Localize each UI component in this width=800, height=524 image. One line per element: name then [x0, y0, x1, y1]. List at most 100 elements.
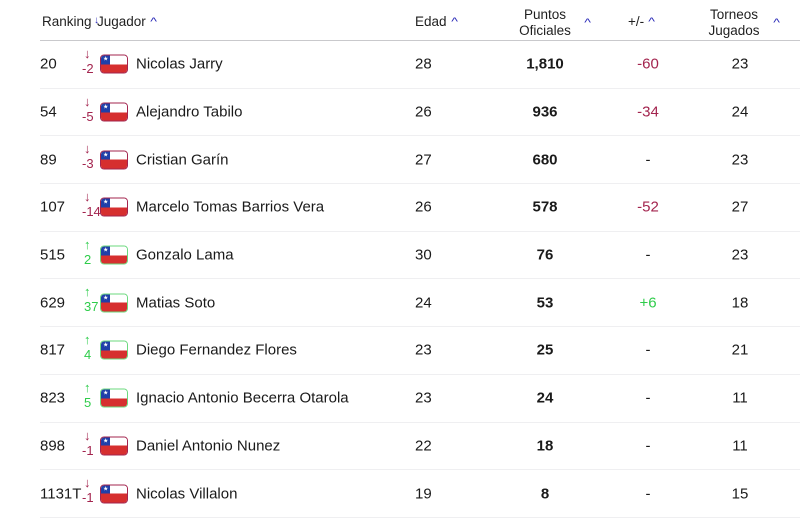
rank-change: ↓ -1 — [82, 476, 102, 511]
table-row[interactable]: 89 ↓ -3 ★ Cristian Garín 27 680 - 23 — [40, 136, 800, 185]
diff-cell: - — [645, 341, 651, 359]
player-name-link[interactable]: Matias Soto — [136, 294, 216, 312]
chile-flag-icon: ★ — [100, 388, 128, 408]
player-name-link[interactable]: Gonzalo Lama — [136, 246, 234, 264]
points-cell: 76 — [536, 246, 554, 264]
rank-change: ↑ 4 — [82, 333, 102, 368]
rank-change-value: -14 — [82, 204, 101, 220]
chile-flag-icon: ★ — [100, 484, 128, 504]
player-name-link[interactable]: Marcelo Tomas Barrios Vera — [136, 198, 325, 216]
tournaments-cell: 23 — [731, 55, 749, 73]
chile-flag-icon: ★ — [100, 197, 128, 217]
rank-change: ↓ -2 — [82, 46, 102, 82]
rank-cell: 629 — [40, 294, 66, 312]
sort-ranking-icon[interactable]: ↓ — [94, 15, 99, 26]
rank-change-arrow-icon: ↑ — [84, 379, 91, 395]
header-ranking[interactable]: Ranking — [42, 14, 92, 30]
table-body: 20 ↓ -2 ★ Nicolas Jarry 28 1,810 -60 23 … — [40, 41, 800, 518]
header-diff[interactable]: +/- ^ — [628, 14, 656, 30]
table-row[interactable]: 898 ↓ -1 ★ Daniel Antonio Nunez 22 18 - … — [40, 423, 800, 471]
chile-flag-icon: ★ — [100, 436, 128, 456]
rank-cell: 20 — [40, 55, 57, 73]
points-cell: 53 — [536, 294, 554, 312]
diff-cell: - — [645, 246, 651, 264]
rankings-table: Ranking ↓ Jugador ^ Edad ^ Puntos Oficia… — [40, 0, 800, 518]
diff-cell: - — [645, 389, 651, 407]
table-row[interactable]: 515 ↑ 2 ★ Gonzalo Lama 30 76 - 23 — [40, 232, 800, 280]
rank-change-value: -3 — [82, 156, 94, 172]
diff-cell: - — [645, 485, 651, 503]
age-cell: 26 — [415, 198, 432, 216]
age-cell: 19 — [415, 485, 432, 503]
rank-change-arrow-icon: ↓ — [84, 427, 91, 443]
header-ranking-label: Ranking — [42, 14, 92, 29]
chile-flag-icon: ★ — [100, 54, 128, 74]
table-row[interactable]: 107 ↓ -14 ★ Marcelo Tomas Barrios Vera 2… — [40, 184, 800, 232]
points-cell: 8 — [540, 485, 550, 503]
diff-cell: - — [645, 151, 651, 169]
age-cell: 28 — [415, 55, 432, 73]
player-name-link[interactable]: Daniel Antonio Nunez — [136, 437, 281, 455]
rank-change-value: 4 — [84, 347, 92, 363]
chile-flag-icon: ★ — [100, 245, 128, 265]
points-cell: 18 — [536, 437, 554, 455]
rank-change: ↓ -14 — [82, 190, 102, 225]
rank-change: ↑ 5 — [82, 379, 102, 416]
table-row[interactable]: 817 ↑ 4 ★ Diego Fernandez Flores 23 25 -… — [40, 327, 800, 375]
rank-cell: 515 — [40, 246, 66, 264]
points-cell: 936 — [532, 103, 558, 121]
chile-flag-icon: ★ — [100, 340, 128, 360]
tournaments-cell: 23 — [731, 151, 749, 169]
age-cell: 22 — [415, 437, 432, 455]
sort-diff-icon[interactable]: ^ — [648, 16, 656, 28]
tournaments-cell: 21 — [731, 341, 749, 359]
player-name-link[interactable]: Diego Fernandez Flores — [136, 341, 297, 359]
player-name-link[interactable]: Nicolas Villalon — [136, 485, 238, 503]
rank-cell: 1131T — [40, 485, 82, 503]
rank-change-value: -2 — [82, 61, 94, 76]
player-name-link[interactable]: Cristian Garín — [136, 151, 229, 169]
player-name-link[interactable]: Nicolas Jarry — [136, 55, 223, 73]
rank-change-arrow-icon: ↑ — [84, 236, 91, 252]
points-cell: 680 — [532, 151, 558, 169]
tournaments-cell: 24 — [731, 103, 749, 121]
age-cell: 24 — [415, 294, 432, 312]
diff-cell: -34 — [637, 103, 659, 121]
age-cell: 27 — [415, 151, 432, 169]
age-cell: 23 — [415, 341, 432, 359]
header-tournaments[interactable]: Torneos Jugados ^ — [704, 7, 779, 39]
header-points[interactable]: Puntos Oficiales ^ — [517, 7, 591, 39]
table-header: Ranking ↓ Jugador ^ Edad ^ Puntos Oficia… — [40, 0, 800, 41]
points-cell: 1,810 — [526, 55, 564, 73]
age-cell: 26 — [415, 103, 432, 121]
diff-cell: - — [645, 437, 651, 455]
sort-points-icon[interactable]: ^ — [584, 17, 591, 29]
rank-change-arrow-icon: ↓ — [84, 46, 91, 61]
table-row[interactable]: 823 ↑ 5 ★ Ignacio Antonio Becerra Otarol… — [40, 375, 800, 423]
rank-change-value: -1 — [82, 490, 94, 506]
tournaments-cell: 23 — [731, 246, 749, 264]
points-cell: 25 — [536, 341, 554, 359]
age-cell: 30 — [415, 246, 432, 264]
player-name-link[interactable]: Ignacio Antonio Becerra Otarola — [136, 389, 349, 407]
player-name-link[interactable]: Alejandro Tabilo — [136, 103, 243, 121]
diff-cell: -52 — [637, 198, 659, 216]
table-row[interactable]: 20 ↓ -2 ★ Nicolas Jarry 28 1,810 -60 23 — [40, 41, 800, 89]
table-row[interactable]: 1131T ↓ -1 ★ Nicolas Villalon 19 8 - 15 — [40, 470, 800, 518]
diff-cell: -60 — [637, 55, 659, 73]
header-tournaments-line1: Torneos — [709, 7, 759, 22]
chile-flag-icon: ★ — [100, 293, 128, 313]
header-player[interactable]: ↓ Jugador ^ — [94, 14, 157, 30]
rank-change-arrow-icon: ↑ — [84, 284, 91, 300]
rank-cell: 89 — [40, 151, 57, 169]
table-row[interactable]: 629 ↑ 37 ★ Matias Soto 24 53 +6 18 — [40, 279, 800, 328]
sort-age-icon[interactable]: ^ — [450, 16, 458, 28]
sort-tournaments-icon[interactable]: ^ — [773, 17, 780, 29]
chile-flag-icon: ★ — [100, 150, 128, 170]
rank-change: ↑ 37 — [82, 284, 102, 320]
tournaments-cell: 18 — [731, 294, 749, 312]
table-row[interactable]: 54 ↓ -5 ★ Alejandro Tabilo 26 936 -34 24 — [40, 89, 800, 137]
rank-change: ↓ -5 — [82, 94, 102, 130]
header-age[interactable]: Edad ^ — [415, 14, 457, 30]
sort-player-icon[interactable]: ^ — [150, 16, 157, 28]
